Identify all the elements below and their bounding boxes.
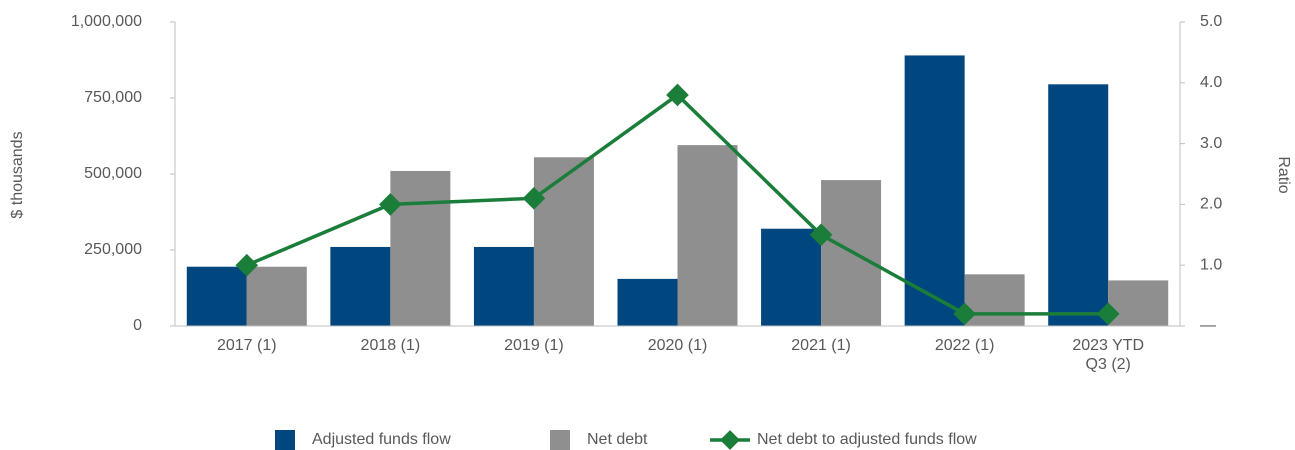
y2-tick-label: — (1200, 317, 1216, 334)
legend-label: Adjusted funds flow (312, 431, 451, 448)
x-tick-label: 2022 (1) (934, 337, 995, 354)
y-tick-label: 250,000 (84, 241, 142, 258)
x-tick-label: 2019 (1) (504, 337, 564, 354)
y2-tick-label: 1.0 (1200, 256, 1222, 273)
ratio-marker (1096, 302, 1120, 326)
y-tick-label: 0 (133, 317, 142, 334)
y2-tick-label: 5.0 (1200, 13, 1222, 30)
x-tick-label: 2018 (1) (360, 337, 421, 354)
bar (186, 266, 247, 326)
y-tick-label: 750,000 (84, 89, 142, 106)
x-tick-label: 2023 YTD Q3 (2) (1072, 337, 1145, 373)
bar (473, 246, 534, 326)
bar (761, 228, 822, 326)
ratio-marker (953, 302, 976, 326)
bar (390, 170, 451, 326)
x-tick-label: 2017 (1) (216, 337, 277, 354)
y2-axis-label: Ratio (1275, 156, 1292, 193)
bar (1108, 280, 1169, 326)
bar (617, 278, 678, 326)
bar (1048, 84, 1109, 326)
ratio-marker (666, 83, 689, 107)
bar (533, 157, 594, 326)
bar (677, 145, 738, 326)
y2-tick-label: 2.0 (1200, 196, 1222, 213)
legend-label: Net debt (587, 431, 648, 448)
y-tick-label: 500,000 (84, 165, 142, 182)
legend-marker (720, 430, 740, 450)
y2-tick-label: 3.0 (1200, 135, 1222, 152)
y-tick-label: 1,000,000 (71, 13, 142, 30)
legend-label: Net debt to adjusted funds flow (757, 431, 977, 448)
x-tick-label: 2020 (1) (647, 337, 708, 354)
x-tick-label: 2021 (1) (791, 337, 851, 354)
legend-swatch (550, 430, 570, 450)
bar (904, 55, 965, 326)
bar (246, 266, 307, 326)
y-axis-label: $ thousands (9, 131, 26, 218)
y2-tick-label: 4.0 (1200, 74, 1222, 91)
legend-swatch (275, 430, 295, 450)
bar (330, 246, 391, 326)
bar (964, 274, 1025, 326)
